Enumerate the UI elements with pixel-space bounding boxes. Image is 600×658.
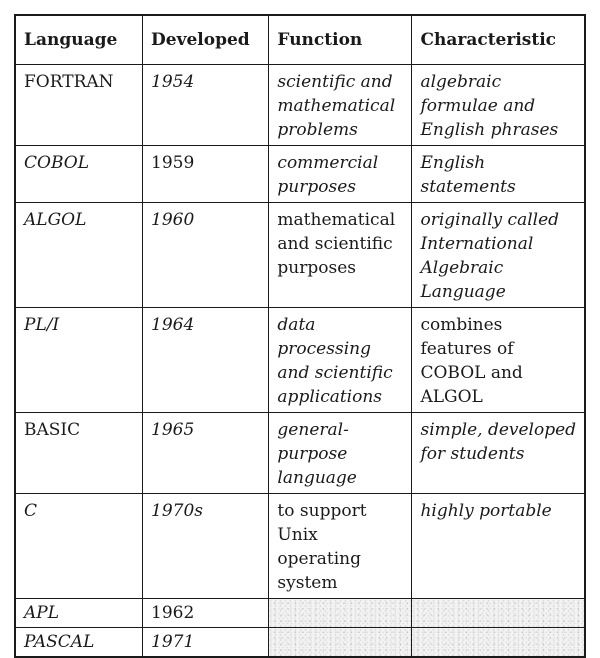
table-row: PL/I 1964 data processing and scientific… — [14, 307, 586, 413]
cell-language: BASIC — [14, 412, 144, 494]
cell-language: COBOL — [14, 145, 144, 203]
cell-function-blank — [268, 598, 413, 628]
cell-language: C — [14, 493, 144, 599]
cell-language: APL — [14, 598, 144, 628]
cell-language: ALGOL — [14, 202, 144, 308]
table-row: BASIC 1965 general-purpose language simp… — [14, 412, 586, 494]
cell-characteristic: originally called International Algebrai… — [411, 202, 586, 308]
header-language: Language — [14, 14, 144, 65]
cell-language: FORTRAN — [14, 64, 144, 146]
cell-characteristic: combines features of COBOL and ALGOL — [411, 307, 586, 413]
cell-characteristic: algebraic formulae and English phrases — [411, 64, 586, 146]
cell-characteristic-blank — [411, 598, 586, 628]
cell-developed: 1959 — [142, 145, 270, 203]
cell-function-blank — [268, 627, 413, 658]
header-function: Function — [268, 14, 413, 65]
cell-developed: 1954 — [142, 64, 270, 146]
programming-languages-table: Language Developed Function Characterist… — [14, 14, 586, 658]
table-row: APL 1962 — [14, 598, 586, 628]
table-row: COBOL 1959 commercial purposes English s… — [14, 145, 586, 203]
cell-developed: 1971 — [142, 627, 270, 658]
cell-characteristic-blank — [411, 627, 586, 658]
header-characteristic: Characteristic — [411, 14, 586, 65]
cell-developed: 1970s — [142, 493, 270, 599]
cell-developed: 1962 — [142, 598, 270, 628]
table-row: C 1970s to support Unix operating system… — [14, 493, 586, 599]
cell-function: to support Unix operating system — [268, 493, 413, 599]
programming-languages-table-container: Language Developed Function Characterist… — [14, 14, 586, 658]
cell-function: scientific and mathematical problems — [268, 64, 413, 146]
cell-language: PL/I — [14, 307, 144, 413]
header-developed: Developed — [142, 14, 270, 65]
cell-developed: 1964 — [142, 307, 270, 413]
table-row: PASCAL 1971 — [14, 627, 586, 658]
cell-function: general-purpose language — [268, 412, 413, 494]
cell-function: commercial purposes — [268, 145, 413, 203]
table-row: ALGOL 1960 mathematical and scientific p… — [14, 202, 586, 308]
cell-characteristic: English statements — [411, 145, 586, 203]
table-header-row: Language Developed Function Characterist… — [14, 14, 586, 65]
cell-developed: 1965 — [142, 412, 270, 494]
cell-characteristic: highly portable — [411, 493, 586, 599]
table-row: FORTRAN 1954 scientific and mathematical… — [14, 64, 586, 146]
cell-function: data processing and scientific applicati… — [268, 307, 413, 413]
cell-developed: 1960 — [142, 202, 270, 308]
cell-language: PASCAL — [14, 627, 144, 658]
cell-characteristic: simple, developed for students — [411, 412, 586, 494]
cell-function: mathematical and scientific purposes — [268, 202, 413, 308]
